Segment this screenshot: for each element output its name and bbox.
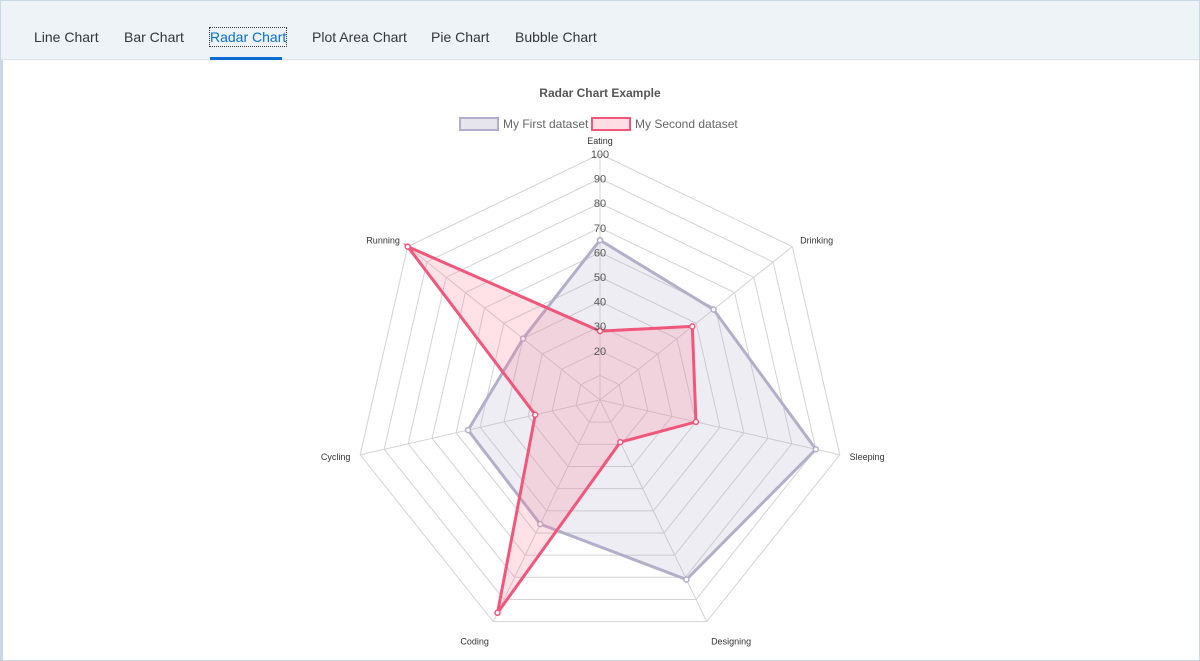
axis-label-eating: Eating — [587, 136, 613, 146]
tab-radar-chart[interactable]: Radar Chart — [208, 27, 288, 47]
axis-label-drinking: Drinking — [800, 235, 833, 245]
legend-label-first-dataset[interactable]: My First dataset — [503, 117, 589, 131]
tab-bar — [1, 1, 1199, 61]
tick-label: 50 — [594, 272, 606, 284]
series-first-dataset-point[interactable] — [536, 520, 544, 528]
tab-bar-shadow — [1, 59, 1199, 61]
grid-ring — [359, 153, 841, 623]
grid-ring — [503, 301, 697, 490]
series-second-dataset-point[interactable] — [692, 418, 700, 426]
tick-label: 80 — [594, 198, 606, 210]
tick-label: 20 — [594, 346, 606, 358]
tick-label: 60 — [594, 247, 606, 259]
series-second-dataset-area — [402, 242, 698, 614]
chart-title: Radar Chart Example — [539, 86, 661, 100]
series-first-dataset-point[interactable] — [683, 576, 690, 583]
series-second-dataset-point[interactable] — [596, 327, 604, 335]
tick-label: 100 — [591, 149, 609, 161]
grid-spoke — [599, 399, 708, 622]
radar-axis-labels: Eating Drinking Sleeping Designing Coding Cyc… — [321, 136, 885, 647]
axis-label-cycling: Cycling — [321, 452, 351, 462]
tick-label: 70 — [594, 223, 606, 235]
radar-series — [402, 236, 820, 617]
grid-spoke — [599, 246, 793, 401]
tab-bar-chart[interactable]: Bar Chart — [124, 29, 184, 45]
grid-ring — [575, 374, 625, 423]
grid-spoke — [360, 399, 601, 456]
series-second-dataset-point[interactable] — [404, 243, 411, 250]
series-first-dataset-point[interactable] — [710, 306, 717, 313]
grid-spoke — [407, 246, 601, 401]
radar-ticks: 20 30 40 50 60 70 80 90 100 — [591, 149, 609, 358]
legend-label-second-dataset[interactable]: My Second dataset — [635, 117, 738, 131]
tick-label: 30 — [594, 321, 606, 333]
grid-ring — [479, 276, 721, 512]
grid-ring — [527, 325, 673, 467]
grid-ring — [383, 178, 817, 600]
legend-swatch-first-dataset[interactable] — [459, 117, 499, 131]
tick-label: 90 — [594, 174, 606, 186]
series-second-dataset-point[interactable] — [689, 323, 696, 330]
tab-bubble-chart[interactable]: Bubble Chart — [515, 29, 597, 45]
legend-swatch-second-dataset[interactable] — [591, 117, 631, 131]
tick-label: 40 — [594, 297, 606, 309]
grid-spoke — [492, 399, 601, 622]
axis-label-running: Running — [366, 235, 400, 245]
series-first-dataset-point[interactable] — [519, 335, 527, 342]
axis-label-coding: Coding — [460, 637, 489, 647]
tab-plot-area-chart[interactable]: Plot Area Chart — [312, 29, 407, 45]
grid-spoke — [599, 399, 840, 456]
selected-tab-underline — [210, 57, 282, 60]
series-first-dataset-area — [466, 238, 818, 582]
series-second-dataset-point[interactable] — [494, 609, 501, 617]
legend: My First dataset My Second dataset — [459, 117, 738, 131]
axis-label-designing: Designing — [711, 637, 751, 647]
series-first-dataset-point[interactable] — [464, 426, 472, 434]
radar-grid — [359, 153, 841, 623]
grid-ring — [551, 350, 649, 445]
series-first-dataset-point[interactable] — [812, 446, 820, 453]
series-second-dataset-point[interactable] — [617, 438, 624, 446]
grid-ring — [407, 202, 793, 578]
series-second-dataset-point[interactable] — [531, 411, 539, 419]
tab-pie-chart[interactable]: Pie Chart — [431, 29, 490, 45]
series-first-dataset-point[interactable] — [596, 236, 604, 244]
grid-ring — [455, 251, 745, 534]
left-border — [0, 60, 3, 661]
tab-line-chart[interactable]: Line Chart — [34, 29, 99, 45]
axis-label-sleeping: Sleeping — [850, 452, 885, 462]
